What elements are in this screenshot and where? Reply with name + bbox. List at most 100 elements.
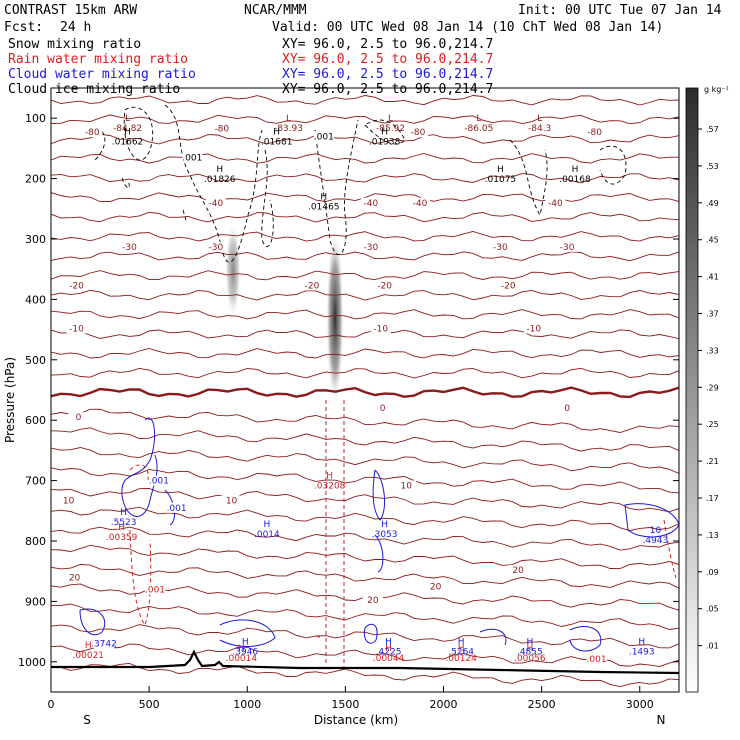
cloud-water-value: .4943: [643, 536, 669, 546]
rain-label-bg: [586, 653, 607, 664]
isotherm-label: -10: [69, 324, 84, 334]
isotherm: [51, 173, 679, 184]
isotherm-label-bg: [557, 403, 578, 414]
y-tick-label: 600: [25, 414, 46, 427]
isotherm: [51, 95, 679, 106]
field-xy: XY= 96.0, 2.5 to 96.0,214.7: [282, 82, 493, 97]
cloud-water-marker: H: [638, 638, 645, 648]
cloud-water-marker: H: [526, 638, 533, 648]
x-tick-label: 3000: [626, 698, 654, 711]
rain-label: .001: [587, 655, 607, 665]
field-xy: XY= 96.0, 2.5 to 96.0,214.7: [282, 67, 493, 82]
isotherm-label: 20: [512, 566, 524, 576]
fcst-label: Fcst:: [4, 20, 43, 35]
left-endpoint: S: [83, 713, 91, 727]
isotherm: [51, 231, 679, 242]
cloud-ice-max-marker: H: [381, 127, 388, 137]
isotherm-label: 20: [367, 596, 379, 606]
isotherm-label-bg: [584, 127, 605, 138]
isotherm-label-bg: [523, 323, 544, 334]
temperature-low-value: -84.3: [528, 124, 551, 134]
snow-label: .001: [182, 153, 202, 163]
isotherm: [51, 348, 679, 359]
isotherm-label-bg: [490, 241, 511, 252]
colorbar-level: .09: [706, 568, 719, 577]
cloud-ice-max-value: .01938: [369, 137, 401, 147]
cloud-water-value: .3946: [232, 648, 258, 658]
isotherm-label-bg: [425, 581, 446, 592]
snow-shade-blob: [225, 222, 241, 318]
isotherm-label: -80: [411, 128, 426, 138]
cloud-water-value: .3053: [372, 530, 398, 540]
colorbar: [685, 87, 699, 693]
isotherm: [51, 506, 679, 532]
isotherm-label: -20: [69, 282, 84, 292]
isotherm: [51, 488, 679, 513]
rain-value: .00021: [73, 651, 105, 661]
field-name: Cloud water mixing ratio: [8, 67, 196, 82]
field-name: Cloud ice mixing ratio: [8, 82, 180, 97]
isotherm: [51, 211, 679, 223]
rain-marker: H: [526, 644, 533, 654]
temperature-low-marker: L: [388, 114, 393, 124]
isotherm: [51, 153, 679, 164]
isotherm-label-bg: [66, 323, 87, 334]
colorbar-units: g kg⁻¹: [704, 85, 729, 94]
snow-contour: [89, 106, 154, 161]
isotherm: [51, 114, 679, 125]
cloud-ice-max-value: .01662: [112, 137, 144, 147]
cloud-water-contour: [624, 503, 679, 538]
colorbar-level: .45: [706, 236, 719, 245]
y-tick-label: 100: [25, 112, 46, 125]
temperature-low-value: -86.05: [464, 124, 493, 134]
isotherm: [51, 643, 679, 668]
temperature-low-marker: L: [537, 114, 542, 124]
colorbar-level: .57: [706, 125, 719, 134]
cloud-water-label: .001: [167, 504, 187, 514]
isotherm-label-bg: [211, 123, 232, 134]
x-tick-label: 2500: [528, 698, 556, 711]
y-tick-label: 200: [25, 173, 46, 186]
isotherm-label: -40: [208, 199, 223, 209]
cloud-water-value: .1493: [629, 648, 655, 658]
colorbar-level: .49: [706, 199, 719, 208]
snow-label-bg: [313, 131, 334, 142]
colorbar-level: .25: [706, 420, 719, 429]
cloud-water-contour: [219, 619, 276, 647]
cloud-water-value: .4855: [517, 648, 543, 658]
isotherm: [51, 544, 679, 570]
cloud-ice-max-marker: H: [273, 127, 280, 137]
valid-time: Valid: 00 UTC Wed 08 Jan 14 (10 ChT Wed …: [272, 20, 663, 35]
rain-value: .03208: [314, 482, 346, 492]
snow-label-bg: [182, 152, 203, 163]
rain-marker: H: [326, 472, 333, 482]
y-tick-label: 400: [25, 293, 46, 306]
isotherm-label: 20: [430, 582, 442, 592]
cloud-water-contours: [79, 417, 679, 652]
colorbar-level: .53: [706, 162, 719, 171]
isotherm-label-bg: [508, 565, 529, 576]
isotherm: [51, 662, 679, 688]
isotherm-label-bg: [498, 280, 519, 291]
rain-marker: H: [85, 641, 92, 651]
snow-label: .001: [314, 132, 334, 142]
isotherm: [51, 309, 679, 320]
isotherm-label-bg: [68, 412, 89, 423]
y-tick-label: 1000: [18, 656, 46, 669]
isotherm-label: -30: [208, 243, 223, 253]
x-tick-label: 1500: [331, 698, 359, 711]
temperature-low-marker: L: [476, 114, 481, 124]
isotherm-label: -10: [526, 324, 541, 334]
isotherm-label: -40: [548, 199, 563, 209]
isotherm: [51, 467, 679, 494]
colorbar-level: .01: [706, 642, 719, 651]
isotherm: [51, 367, 679, 379]
contour-labels: -80 -80 -80 -80 -40 -40 -40 -40 -30 -30 -30 -30 -30 -…: [58, 114, 669, 665]
x-axis-label: Distance (km): [314, 713, 398, 727]
field-name: Rain water mixing ratio: [8, 52, 188, 67]
isotherm: [51, 603, 679, 630]
colorbar-level: .05: [706, 605, 719, 614]
temperature-isotherms: [51, 95, 679, 688]
x-tick-label: 1000: [233, 698, 261, 711]
cloud-ice-max-value: .01465: [308, 203, 340, 213]
